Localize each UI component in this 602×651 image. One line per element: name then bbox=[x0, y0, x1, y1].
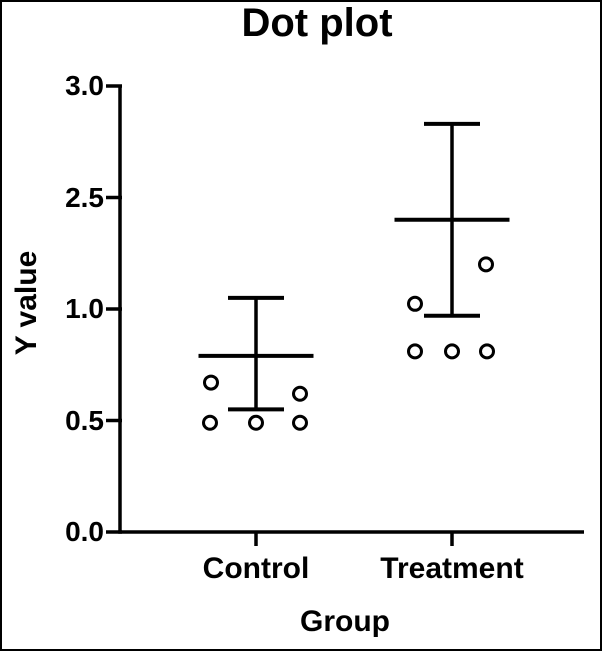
data-point bbox=[292, 414, 308, 431]
data-point bbox=[203, 374, 219, 391]
y-tick-label: 0.0 bbox=[65, 516, 104, 547]
data-point bbox=[248, 414, 264, 431]
data-point bbox=[407, 343, 423, 360]
category-label-treatment: Treatment bbox=[380, 552, 524, 585]
y-tick-label: 3.0 bbox=[65, 70, 104, 101]
data-point bbox=[292, 385, 308, 402]
data-point bbox=[407, 295, 423, 312]
data-point bbox=[444, 343, 460, 360]
data-point bbox=[478, 256, 494, 273]
data-point bbox=[202, 414, 218, 431]
x-axis-title: Group bbox=[300, 605, 390, 638]
y-tick-label: 2.5 bbox=[65, 181, 104, 213]
y-tick-label: 0.5 bbox=[65, 404, 104, 436]
chart-title: Dot plot bbox=[241, 1, 393, 45]
data-point bbox=[479, 343, 495, 360]
y-tick-label: 1.0 bbox=[65, 293, 104, 324]
category-label-control: Control bbox=[202, 552, 310, 585]
